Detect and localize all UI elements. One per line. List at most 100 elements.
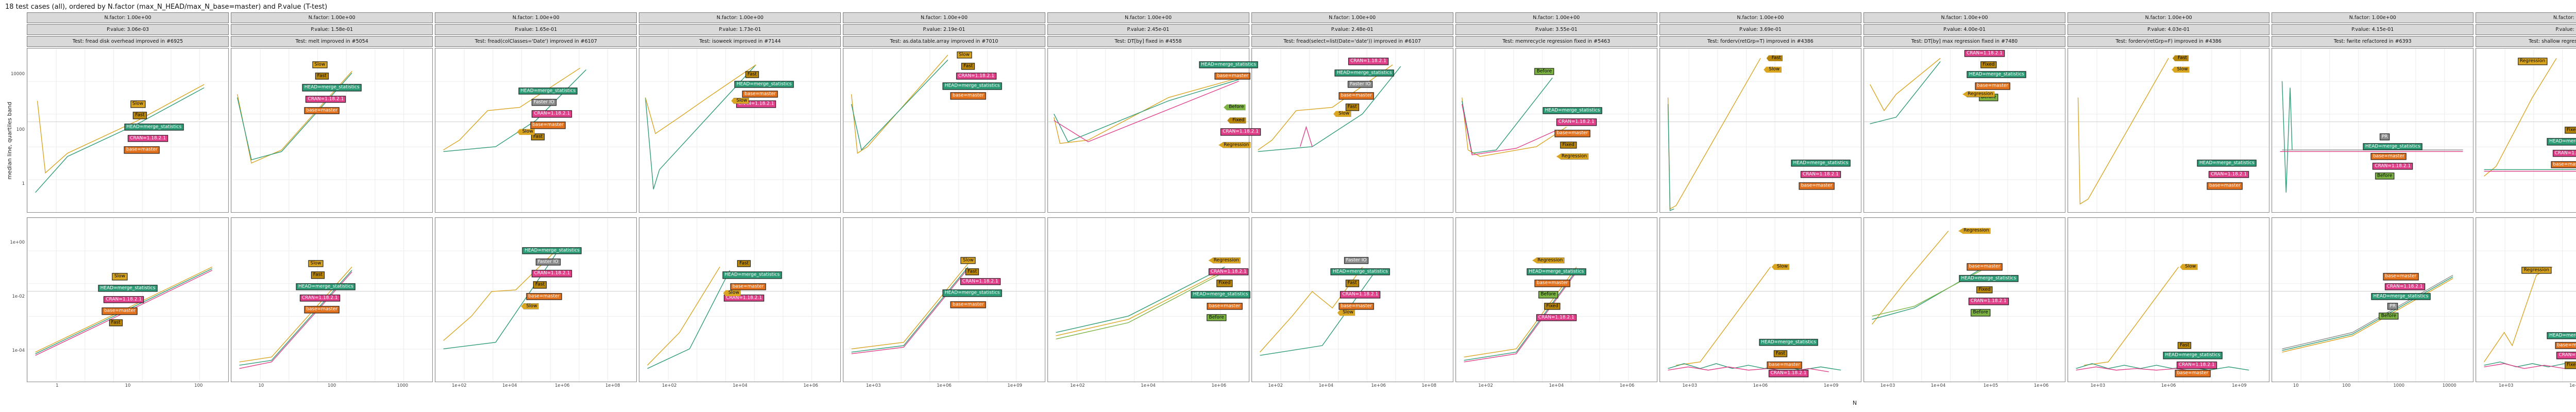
direct-label-head: HEAD=merge_statistics [1334,69,1394,77]
series-line-gold [2078,58,2169,204]
row-gap [27,213,229,217]
direct-label-base: base=master [742,91,778,98]
direct-label-fasterio: Faster IO [531,99,556,106]
y-axis-ticks: 10000 100 1 1e+00 1e-02 1e-04 [8,12,27,390]
series-line-teal [444,254,556,349]
direct-label-fixed: Fixed [1560,141,1577,149]
x-tick-label: 10 [258,383,264,388]
panel-top: Regression Fixed HEAD=merge_statistics CRAN… [2476,48,2576,213]
panel-top: Fast Slow HEAD=merge_statistics CRAN=1.18.2… [1659,48,1861,213]
direct-label-head: HEAD=merge_statistics [2547,332,2576,339]
direct-label-cran: CRAN=1.18.2.1 [128,135,168,142]
x-tick-label: 1e+09 [1823,383,1839,388]
row-gap [1251,213,1453,217]
direct-label-slow: Slow [130,100,146,108]
direct-label-head: HEAD=merge_statistics [522,247,582,254]
direct-label-base: base=master [1967,263,2003,271]
strip-pvalue: P.value: 2.19e-01 [843,24,1045,35]
direct-label-before: Before [1207,314,1226,321]
x-tick-label: 100 [194,383,203,388]
x-axis-ticks: 1e+03 1e+04 1e+05 1e+06 [1863,382,2065,390]
x-tick-label: 1e+05 [1983,383,1998,388]
y-tick-label: 100 [16,127,25,133]
series-line-gold [1872,231,1948,324]
y-tick-label: 1e+00 [10,240,25,246]
series-line-gold [648,267,720,365]
direct-label-cran: CRAN=1.18.2.1 [299,295,340,302]
series-line-teal [646,65,756,190]
direct-label-pr: PR [2387,303,2398,310]
direct-label-head: HEAD=merge_statistics [1199,61,1259,68]
series-line-pink [1464,272,1576,362]
series-line-gold [1056,270,1225,336]
direct-label-regression: Regression [1556,153,1589,160]
direct-label-fast: Fast [315,73,329,80]
direct-label-head: HEAD=merge_statistics [98,285,158,292]
direct-label-slow: Slow [112,273,127,281]
strip-pvalue: P.value: 2.45e-01 [1047,24,1249,35]
row-gap [2272,213,2473,217]
direct-label-fast: Fast [531,133,545,141]
panel-bottom: Regression base=master HEAD=merge_statisti… [1863,217,2066,382]
direct-label-cran: CRAN=1.18.2.1 [2556,352,2576,359]
direct-label-fasterio: Faster IO [1348,81,1373,88]
direct-label-head: HEAD=merge_statistics [1959,274,2019,282]
series-line-pink [2076,367,2197,372]
x-axis-ticks: 1e+03 1e+06 1e+09 [1659,382,1861,390]
strip-test: Test: fread disk overhead improved in #6… [27,36,229,47]
y-tick-label: 1e-04 [12,348,25,354]
direct-label-head: HEAD=merge_statistics [734,81,794,88]
panel-top: Fast HEAD=merge_statistics base=master CRAN… [639,48,841,213]
series-lines [1660,48,1861,212]
x-tick-label: 1e+06 [554,383,570,388]
strip-nfactor: N.factor: 1.00e+00 [1863,12,2066,23]
series-lines [2068,218,2269,382]
panel-bottom: Slow HEAD=merge_statistics CRAN=1.18.2.1 ba… [27,217,229,382]
direct-label-head: HEAD=merge_statistics [1527,268,1586,276]
x-tick-label: 1e+06 [937,383,952,388]
strip-nfactor: N.factor: 1.00e+00 [2067,12,2270,23]
direct-label-base: base=master [304,306,340,313]
direct-label-base: base=master [526,293,562,300]
strip-nfactor: N.factor: 1.00e+00 [231,12,433,23]
direct-label-base: base=master [1799,182,1835,190]
strip-pvalue: P.value: 1.73e-01 [639,24,841,35]
x-tick-label: 1e+03 [2090,383,2106,388]
panel-top: Fast Slow HEAD=merge_statistics CRAN=1.18.2… [2067,48,2270,213]
strip-pvalue: P.value: 1.65e-01 [435,24,637,35]
direct-label-slow: Slow [2172,66,2190,73]
direct-label-head: HEAD=merge_statistics [2371,293,2431,300]
direct-label-base: base=master [1534,280,1570,287]
strip-test: Test: forderv(retGrp=T) improved in #438… [1659,36,1861,47]
y-tick-label: 1e-02 [12,294,25,300]
direct-label-cran: CRAN=1.18.2.1 [532,110,572,117]
direct-label-slow: Slow [731,98,749,104]
series-line-teal [1056,267,1225,332]
x-axis-ticks: 1e+02 1e+04 1e+06 1e+08 [1251,382,1453,390]
strip-pvalue: P.value: 2.48e-01 [1251,24,1453,35]
direct-label-head: HEAD=merge_statistics [1759,338,1818,346]
row-gap [231,213,433,217]
strip-test: Test: memrecycle regression fixed in #54… [1455,36,1657,47]
series-line-green [1056,272,1225,339]
facet-column-4: N.factor: 1.00e+00 P.value: 1.73e-01 Test:… [639,12,841,390]
facet-column-7: N.factor: 1.00e+00 P.value: 2.48e-01 Test:… [1251,12,1453,390]
series-line-gold [444,251,556,341]
strip-nfactor: N.factor: 1.00e+00 [843,12,1045,23]
direct-label-slow: Slow [723,290,741,296]
series-lines [843,48,1044,212]
direct-label-before: Before [2375,173,2395,180]
x-tick-label: 1e+04 [502,383,517,388]
series-lines [639,48,840,212]
direct-label-cran: CRAN=1.18.2.1 [306,95,346,103]
x-axis-ticks: 10 100 1000 10000 [2272,382,2473,390]
direct-label-cran: CRAN=1.18.2.1 [2209,171,2249,178]
x-tick-label: 1e+04 [1318,383,1334,388]
series-line-pink [240,272,352,369]
x-axis-ticks: 10 100 1000 [231,382,433,390]
x-axis-ticks: 1e+03 1e+06 1e+09 [843,382,1045,390]
strip-nfactor: N.factor: 1.00e+00 [1455,12,1657,23]
strip-nfactor: N.factor: 1.00e+00 [1251,12,1453,23]
direct-label-slow: Slow [521,303,539,310]
x-tick-label: 1e+09 [1007,383,1023,388]
